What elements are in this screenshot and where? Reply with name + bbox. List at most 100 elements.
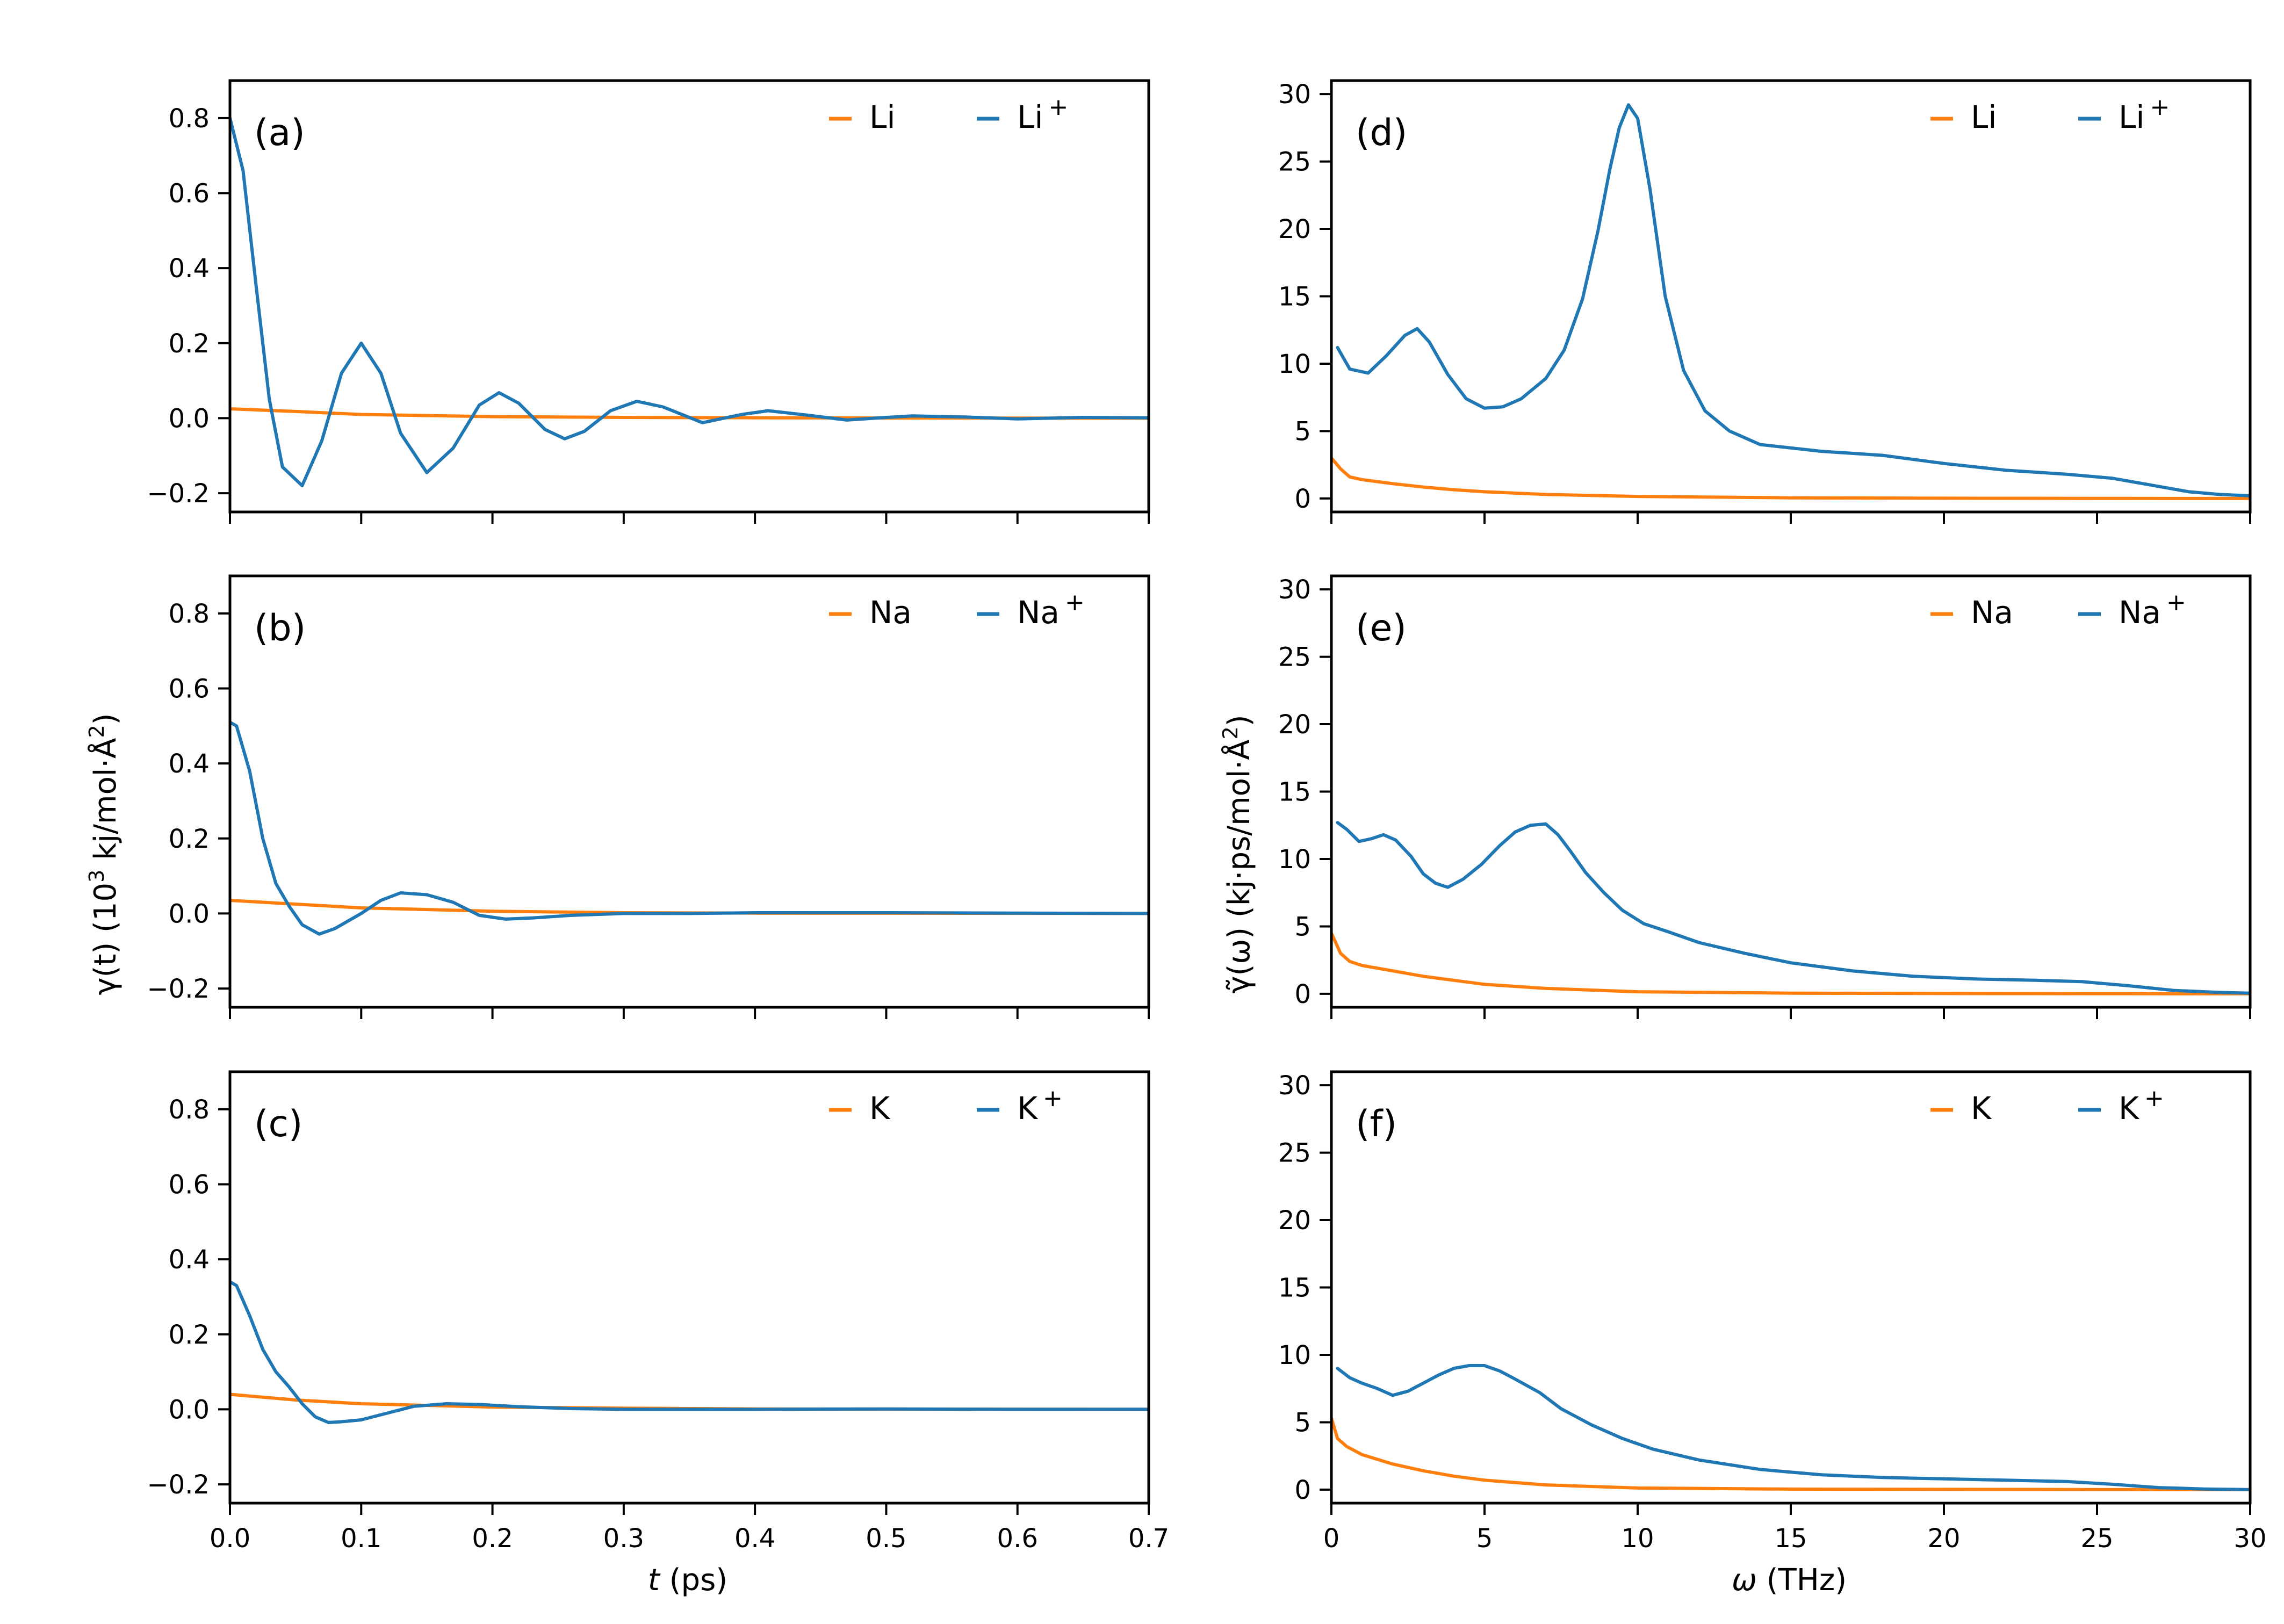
y-tick-label: 30 <box>1278 1071 1311 1101</box>
panel-d: 0 5 10 15 20 25 30 (d) Li Li + <box>1278 79 2252 524</box>
y-tick-label: 20 <box>1278 214 1311 244</box>
legend: K K + <box>1930 1085 2164 1127</box>
plot-frame <box>1330 1070 2252 1505</box>
panel-a: −0.2 0.0 0.2 0.4 0.6 0.8 (a) Li Li + <box>147 79 1150 524</box>
neutral-series-line <box>1331 932 2250 995</box>
panel-f: 0 5 10 15 20 25 30 0 5 10 15 20 25 30 (f) K K + <box>1278 1070 2267 1554</box>
ion-series-line <box>1336 1364 2250 1491</box>
y-tick-label: 5 <box>1294 416 1311 446</box>
right-x-axis-label: ω (THz) <box>1732 1563 1847 1598</box>
legend: Na Na + <box>829 589 1085 631</box>
x-tick-label: 10 <box>1621 1524 1654 1554</box>
x-tick-label: 20 <box>1927 1524 1960 1554</box>
y-tick-label: 10 <box>1278 1340 1311 1370</box>
panel-label: (c) <box>254 1103 302 1145</box>
ion-series-line <box>1336 103 2250 497</box>
y-tick-label: 25 <box>1278 147 1311 177</box>
right-y-axis-label: γ̃(ω) (kj·ps/mol·Å2) <box>1219 714 1257 993</box>
ion-legend-label: Na + <box>2119 589 2186 631</box>
plot-frame <box>228 1070 1150 1505</box>
neutral-legend-label: K <box>869 1090 891 1127</box>
panel-label: (f) <box>1356 1103 1397 1145</box>
y-tick-label: 15 <box>1278 282 1311 312</box>
y-tick-label: 0.2 <box>169 329 210 359</box>
y-tick-label: 10 <box>1278 845 1311 875</box>
y-tick-label: 0.2 <box>169 824 210 854</box>
x-tick-label: 0.0 <box>210 1524 250 1554</box>
legend: Na Na + <box>1930 589 2186 631</box>
y-tick-label: 15 <box>1278 1273 1311 1303</box>
y-tick-label: 10 <box>1278 349 1311 379</box>
x-tick-label: 5 <box>1476 1524 1493 1554</box>
plot-frame <box>228 574 1150 1009</box>
left-x-axis-label: t (ps) <box>648 1563 727 1598</box>
neutral-series-line <box>1331 456 2250 500</box>
left-y-axis-label: γ(t) (103 kj/mol·Å2) <box>85 713 123 995</box>
y-tick-label: 0.8 <box>169 599 210 629</box>
neutral-legend-label: Li <box>869 99 895 135</box>
y-tick-label: 0.0 <box>169 403 210 434</box>
panel-e: 0 5 10 15 20 25 30 (e) Na Na + <box>1278 574 2252 1019</box>
y-tick-label: 15 <box>1278 777 1311 807</box>
ion-series-line <box>230 720 1149 936</box>
x-tick-label: 0 <box>1323 1524 1340 1554</box>
y-tick-label: 0.8 <box>169 1095 210 1125</box>
y-tick-label: 0.0 <box>169 899 210 929</box>
ion-series-line <box>230 116 1149 488</box>
x-tick-label: 15 <box>1774 1524 1807 1554</box>
ion-series-line <box>1336 821 2250 995</box>
y-tick-label: 25 <box>1278 1138 1311 1168</box>
ion-legend-label: Li + <box>2119 93 2170 135</box>
x-tick-label: 0.1 <box>341 1524 381 1554</box>
legend: K K + <box>829 1085 1063 1127</box>
ion-series-line <box>230 1280 1149 1424</box>
y-tick-label: 0.2 <box>169 1320 210 1350</box>
neutral-legend-label: Li <box>1971 99 1997 135</box>
ion-legend-label: Na + <box>1017 589 1085 631</box>
ion-legend-label: K + <box>1017 1085 1063 1127</box>
y-tick-label: 30 <box>1278 575 1311 605</box>
x-tick-label: 0.6 <box>997 1524 1038 1554</box>
panel-label: (e) <box>1356 607 1407 649</box>
y-tick-label: 0 <box>1294 484 1311 514</box>
y-tick-label: 0.6 <box>169 1170 210 1200</box>
neutral-legend-label: K <box>1971 1090 1992 1127</box>
x-tick-label: 0.4 <box>734 1524 775 1554</box>
y-tick-label: 30 <box>1278 80 1311 110</box>
panel-label: (a) <box>254 112 305 154</box>
panel-label: (d) <box>1356 112 1407 154</box>
panel-label: (b) <box>254 607 306 649</box>
y-tick-label: 0.0 <box>169 1395 210 1425</box>
panel-b: −0.2 0.0 0.2 0.4 0.6 0.8 (b) Na Na + <box>147 574 1150 1019</box>
neutral-legend-label: Na <box>1971 594 2013 631</box>
y-tick-label: −0.2 <box>147 974 210 1004</box>
y-tick-label: 0.4 <box>169 254 210 284</box>
x-tick-label: 0.3 <box>603 1524 644 1554</box>
plot-frame <box>1330 574 2252 1009</box>
plot-frame <box>228 79 1150 514</box>
x-tick-label: 25 <box>2080 1524 2113 1554</box>
y-tick-label: −0.2 <box>147 1470 210 1500</box>
panels-group: −0.20.00.20.40.60.8 (a) Li Li +−0.20.00.20.4… <box>147 79 2267 1554</box>
neutral-legend-label: Na <box>869 594 912 631</box>
panel-c: 0.0 0.1 0.2 0.3 0.4 0.5 0.6 0.7−0.20.00.20.40.6… <box>147 1070 1169 1554</box>
y-tick-label: −0.2 <box>147 479 210 509</box>
neutral-series-line <box>230 1392 1149 1411</box>
y-tick-label: 20 <box>1278 1206 1311 1236</box>
y-tick-label: 0.4 <box>169 749 210 779</box>
y-tick-label: 0 <box>1294 1475 1311 1505</box>
legend: Li Li + <box>829 93 1068 135</box>
y-tick-label: 0.4 <box>169 1245 210 1275</box>
y-tick-label: 5 <box>1294 1408 1311 1438</box>
y-tick-label: 0.8 <box>169 104 210 134</box>
x-tick-label: 0.5 <box>866 1524 906 1554</box>
y-tick-label: 0 <box>1294 979 1311 1009</box>
y-tick-label: 20 <box>1278 710 1311 740</box>
y-tick-label: 0.6 <box>169 178 210 208</box>
x-tick-label: 30 <box>2233 1524 2266 1554</box>
ion-legend-label: Li + <box>1017 93 1068 135</box>
neutral-series-line <box>1331 1416 2250 1491</box>
y-tick-label: 0.6 <box>169 674 210 704</box>
x-tick-label: 0.2 <box>472 1524 513 1554</box>
